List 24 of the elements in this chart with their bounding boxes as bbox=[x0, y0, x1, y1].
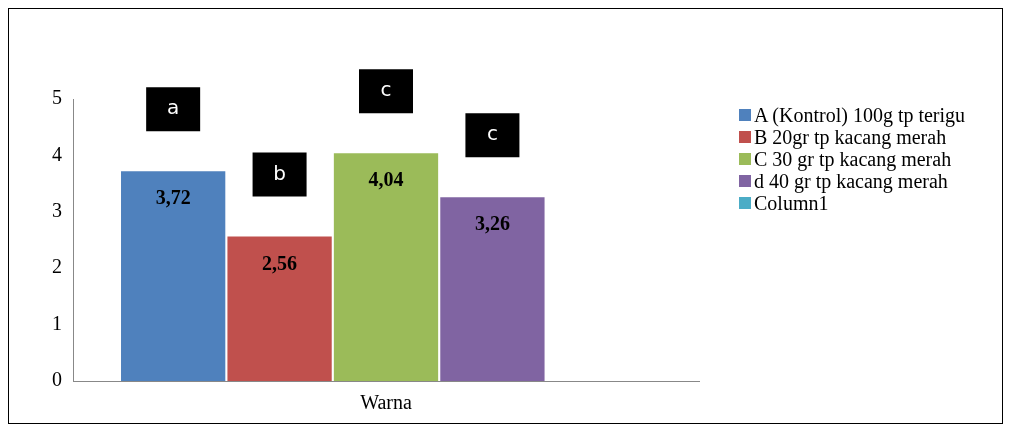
y-tick-label: 1 bbox=[52, 311, 62, 334]
y-tick-label: 5 bbox=[52, 86, 62, 109]
data-label: 3,72 bbox=[155, 186, 191, 209]
y-tick-label: 2 bbox=[52, 255, 62, 278]
y-tick-label: 4 bbox=[52, 142, 62, 165]
data-label: 4,04 bbox=[368, 168, 404, 191]
annotation: a bbox=[167, 95, 180, 120]
bar bbox=[121, 171, 226, 381]
bar bbox=[333, 153, 439, 381]
annotation: c bbox=[486, 121, 498, 146]
legend-label: Column1 bbox=[754, 192, 829, 214]
bar bbox=[227, 236, 332, 381]
legend-label: C 30 gr tp kacang merah bbox=[754, 148, 952, 170]
legend-label: B 20gr tp kacang merah bbox=[754, 126, 947, 148]
annotation: b bbox=[273, 160, 286, 185]
x-tick-label: Warna bbox=[360, 391, 412, 414]
data-label: 2,56 bbox=[262, 251, 298, 274]
y-tick-label: 3 bbox=[52, 199, 62, 222]
legend-label: d 40 gr tp kacang merah bbox=[754, 170, 948, 192]
bar bbox=[440, 197, 545, 381]
data-label: 3,26 bbox=[474, 212, 510, 235]
annotation: c bbox=[380, 77, 392, 102]
legend-label: A (Kontrol) 100g tp terigu bbox=[754, 104, 966, 126]
y-tick-label: 0 bbox=[52, 368, 62, 391]
